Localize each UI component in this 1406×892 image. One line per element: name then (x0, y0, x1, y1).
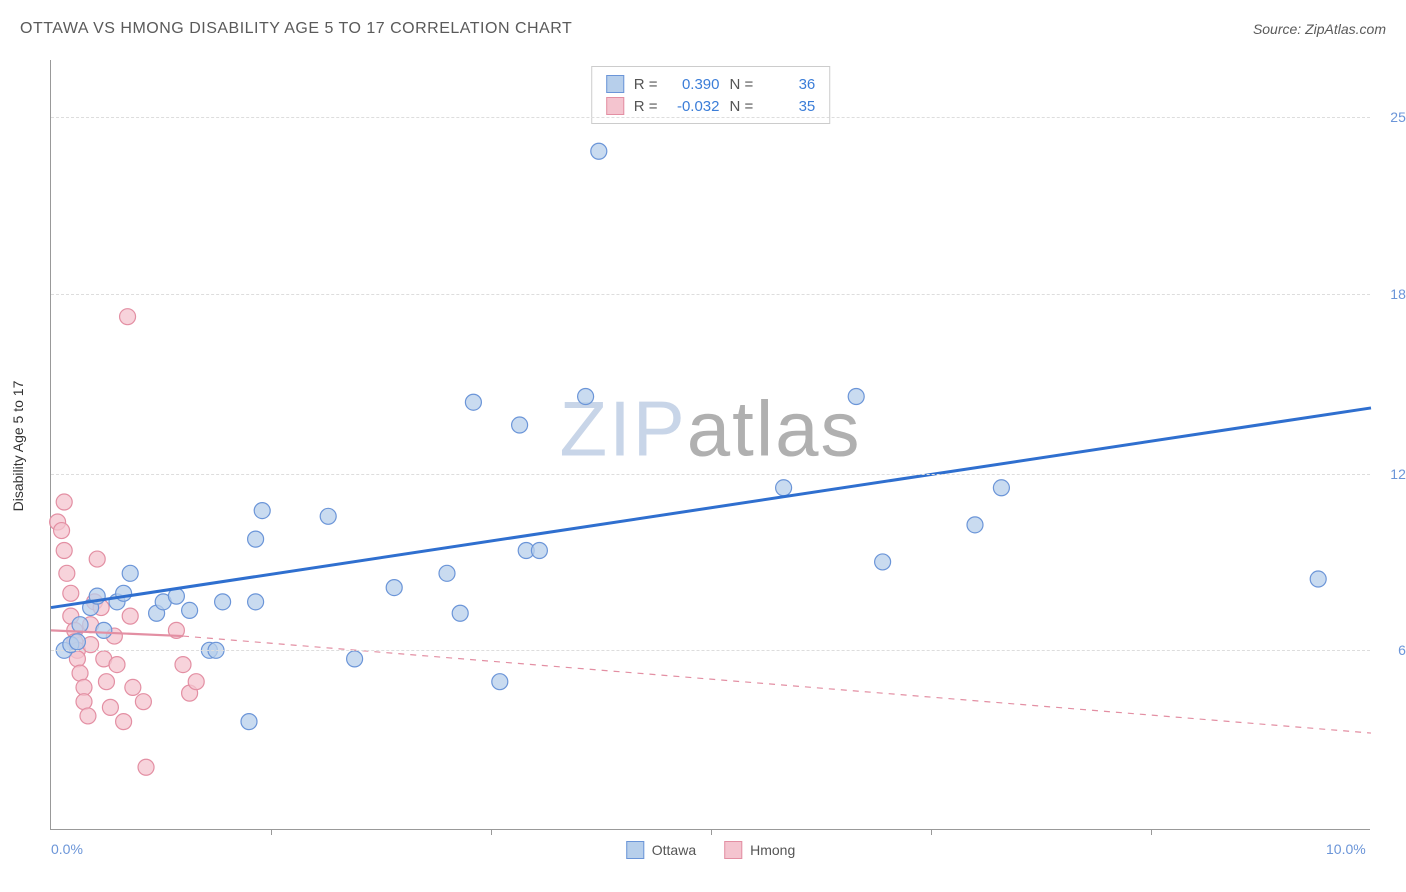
point-hmong (135, 694, 151, 710)
legend-item-ottawa: Ottawa (626, 841, 696, 859)
xtick-minor (711, 829, 712, 835)
point-hmong (89, 551, 105, 567)
point-hmong (72, 665, 88, 681)
point-ottawa (465, 394, 481, 410)
point-ottawa (1310, 571, 1326, 587)
point-ottawa (776, 480, 792, 496)
gridline-h (51, 650, 1370, 651)
point-hmong (120, 309, 136, 325)
xtick-minor (491, 829, 492, 835)
point-hmong (63, 585, 79, 601)
point-ottawa (96, 622, 112, 638)
point-ottawa (241, 714, 257, 730)
point-hmong (98, 674, 114, 690)
gridline-h (51, 474, 1370, 475)
point-hmong (54, 523, 70, 539)
legend-series: Ottawa Hmong (626, 841, 796, 859)
point-ottawa (439, 565, 455, 581)
point-ottawa (512, 417, 528, 433)
source-label: Source: ZipAtlas.com (1253, 21, 1386, 37)
point-hmong (109, 657, 125, 673)
y-axis-label: Disability Age 5 to 17 (10, 381, 26, 512)
point-ottawa (386, 580, 402, 596)
point-ottawa (875, 554, 891, 570)
point-hmong (76, 679, 92, 695)
chart-title: OTTAWA VS HMONG DISABILITY AGE 5 TO 17 C… (20, 20, 572, 38)
point-hmong (76, 694, 92, 710)
xtick-minor (931, 829, 932, 835)
point-hmong (102, 699, 118, 715)
ytick-label: 18.8% (1375, 286, 1406, 302)
point-ottawa (591, 143, 607, 159)
xtick-label: 0.0% (51, 841, 83, 857)
point-hmong (138, 759, 154, 775)
trendline-ottawa (51, 408, 1371, 608)
point-ottawa (452, 605, 468, 621)
gridline-h (51, 117, 1370, 118)
point-ottawa (848, 389, 864, 405)
gridline-h (51, 294, 1370, 295)
point-ottawa (254, 503, 270, 519)
legend-label-ottawa: Ottawa (652, 842, 696, 858)
point-hmong (125, 679, 141, 695)
point-ottawa (69, 634, 85, 650)
legend-label-hmong: Hmong (750, 842, 795, 858)
xtick-minor (271, 829, 272, 835)
point-hmong (188, 674, 204, 690)
point-hmong (56, 494, 72, 510)
point-ottawa (967, 517, 983, 533)
plot-svg (51, 60, 1370, 829)
point-ottawa (248, 531, 264, 547)
xtick-label: 10.0% (1326, 841, 1366, 857)
point-ottawa (248, 594, 264, 610)
point-ottawa (72, 617, 88, 633)
point-ottawa (215, 594, 231, 610)
swatch-ottawa-icon (626, 841, 644, 859)
point-ottawa (531, 543, 547, 559)
point-hmong (59, 565, 75, 581)
point-hmong (116, 714, 132, 730)
point-ottawa (320, 508, 336, 524)
ytick-label: 6.3% (1375, 642, 1406, 658)
legend-item-hmong: Hmong (724, 841, 795, 859)
ytick-label: 12.5% (1375, 466, 1406, 482)
swatch-hmong-icon (724, 841, 742, 859)
point-hmong (175, 657, 191, 673)
point-ottawa (993, 480, 1009, 496)
xtick-minor (1151, 829, 1152, 835)
header: OTTAWA VS HMONG DISABILITY AGE 5 TO 17 C… (20, 20, 1386, 38)
point-ottawa (347, 651, 363, 667)
point-ottawa (492, 674, 508, 690)
point-hmong (122, 608, 138, 624)
plot-area: ZIPatlas R = 0.390 N = 36 R = -0.032 N =… (50, 60, 1370, 830)
point-ottawa (578, 389, 594, 405)
point-ottawa (182, 602, 198, 618)
point-ottawa (122, 565, 138, 581)
ytick-label: 25.0% (1375, 109, 1406, 125)
point-hmong (56, 543, 72, 559)
point-hmong (80, 708, 96, 724)
